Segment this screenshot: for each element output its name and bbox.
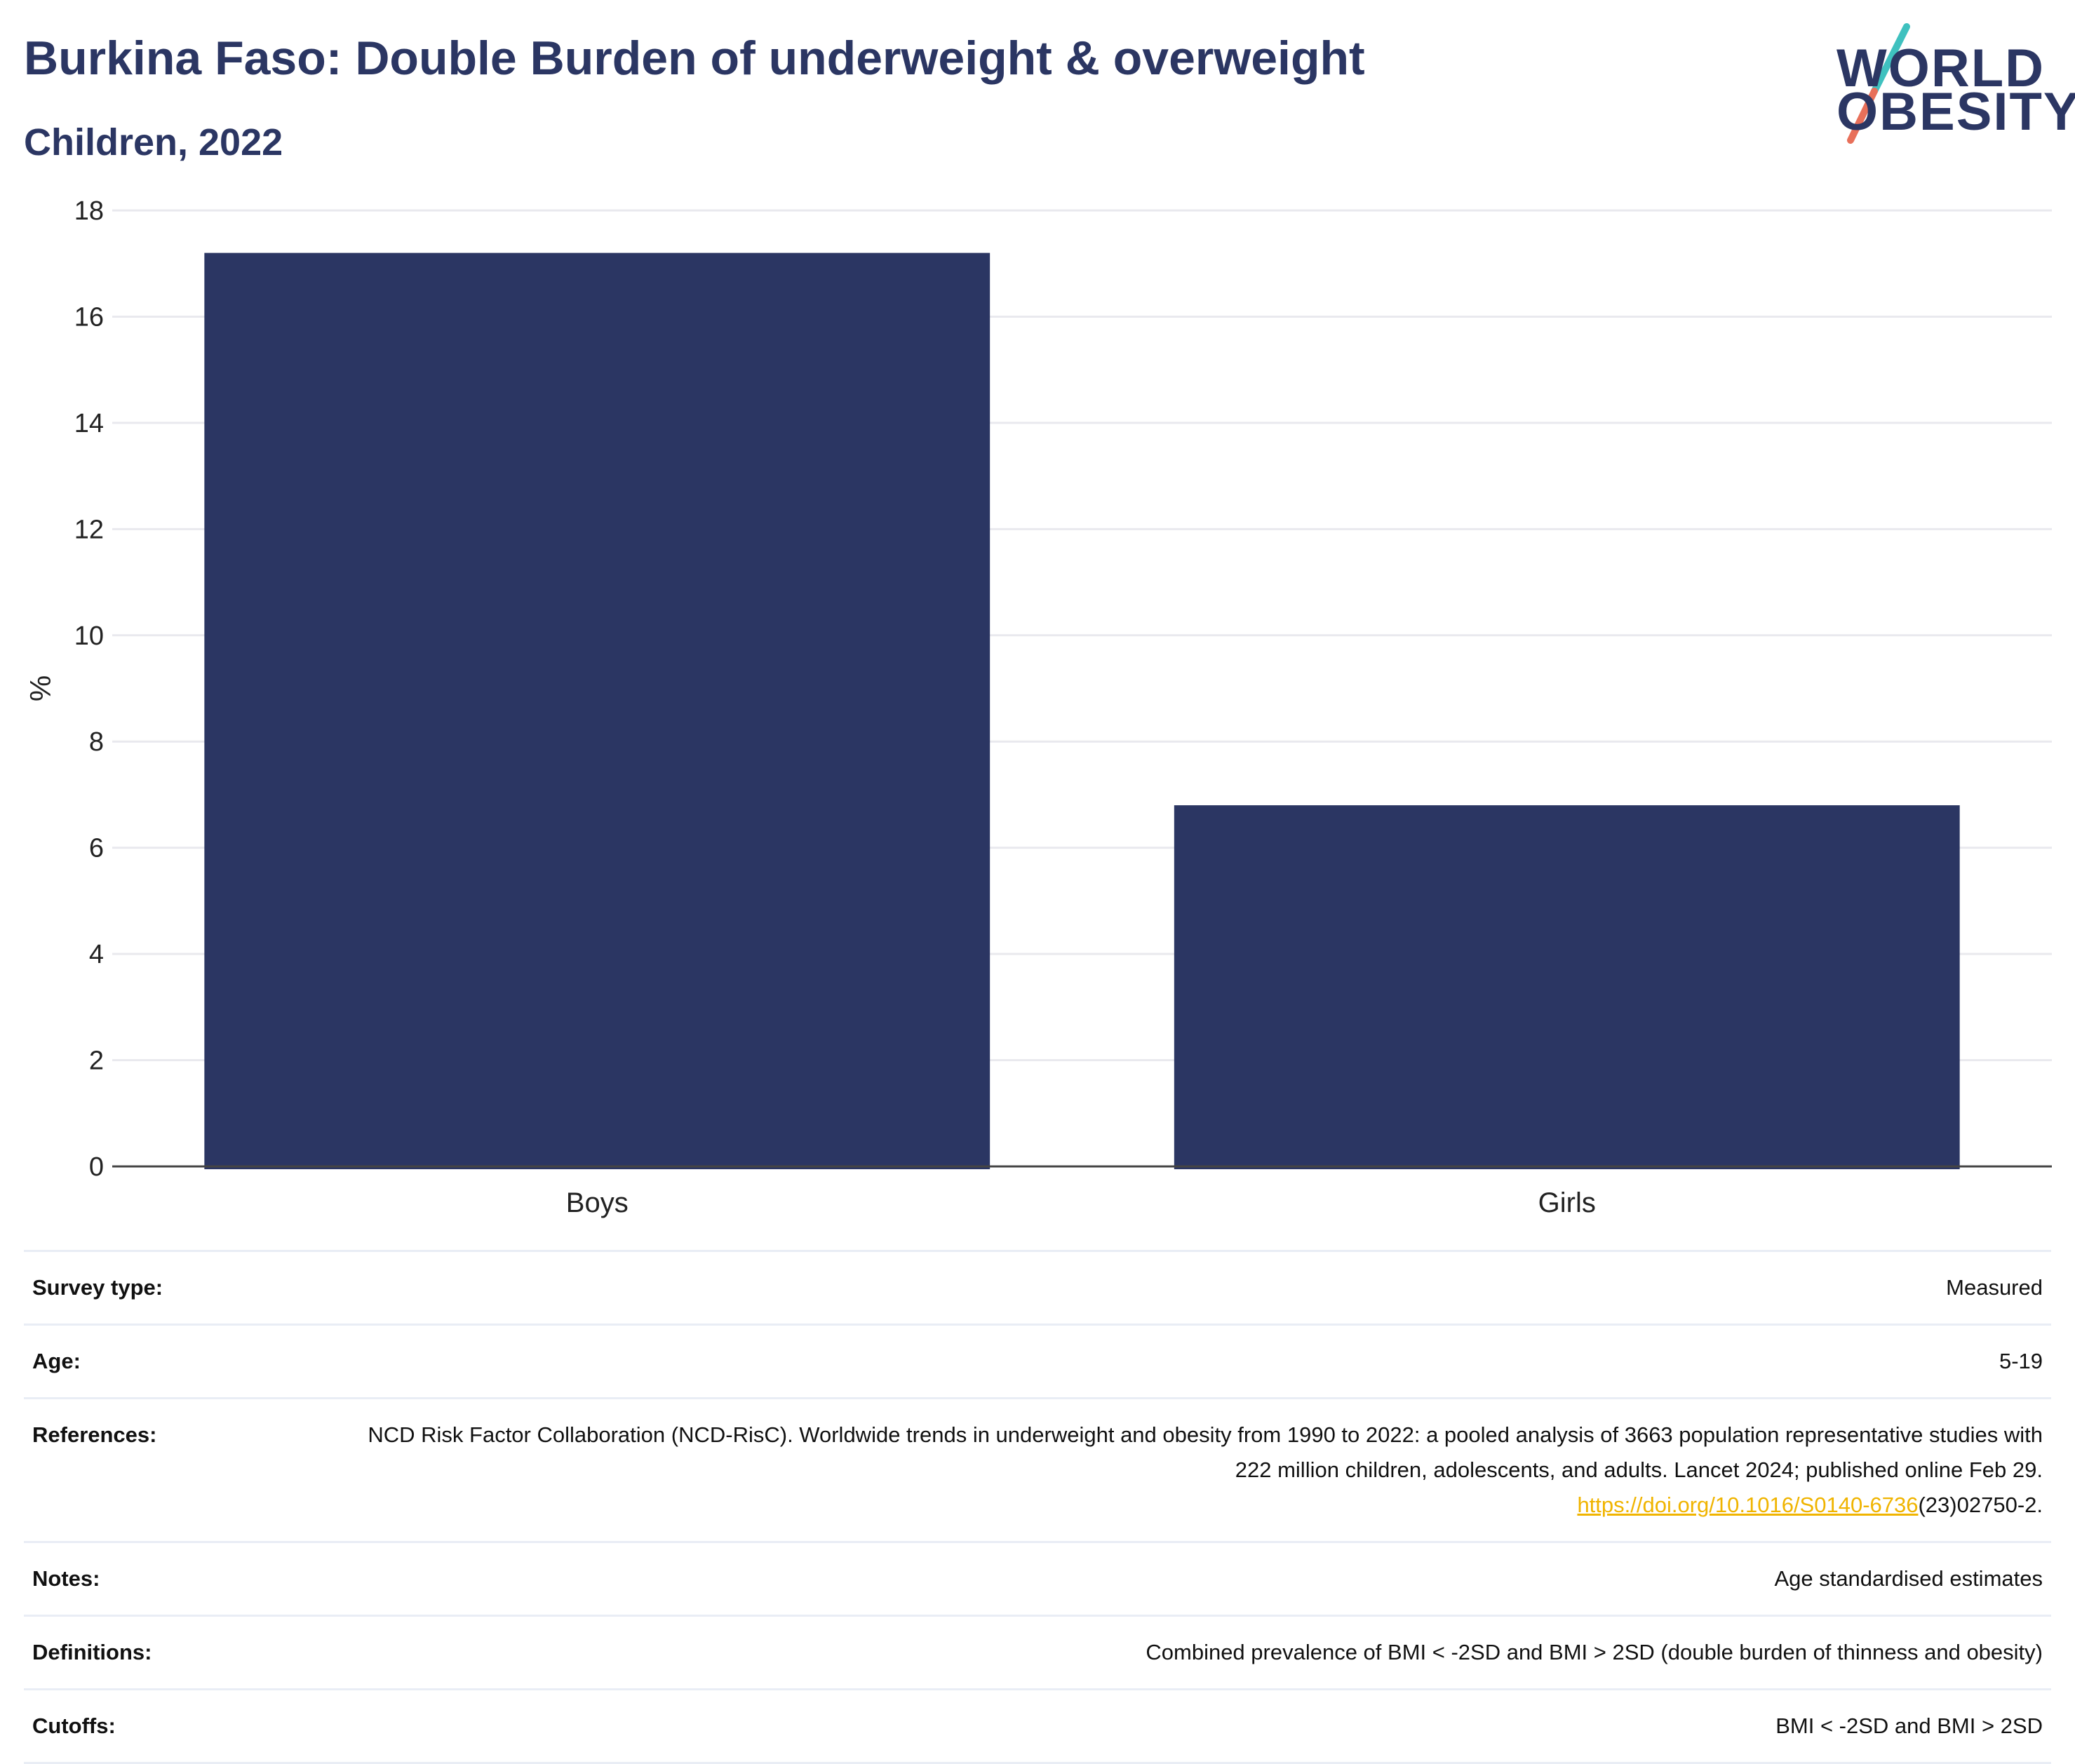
chart-title: Burkina Faso: Double Burden of underweig… — [24, 32, 1365, 85]
bar-chart: 0 2 4 6 8 10 12 14 16 18 Boys Girls% — [24, 196, 2052, 1218]
bar-girls — [1174, 805, 1960, 1169]
y-tick-label: 2 — [89, 1046, 104, 1076]
info-key: Age: — [32, 1349, 81, 1373]
y-tick-label: 16 — [74, 302, 104, 332]
info-value: BMI < -2SD and BMI > 2SD — [1775, 1713, 2043, 1738]
y-tick-label: 0 — [89, 1152, 104, 1182]
info-value: Age standardised estimates — [1774, 1566, 2043, 1591]
info-key: Survey type: — [32, 1275, 163, 1300]
info-row-cutoffs: Cutoffs: BMI < -2SD and BMI > 2SD — [24, 1689, 2051, 1763]
bar-boys — [204, 253, 991, 1169]
world-obesity-logo: WORLD OBESITY — [1824, 21, 2075, 147]
info-value: 5-19 — [1999, 1349, 2043, 1373]
info-key: Cutoffs: — [32, 1713, 116, 1738]
y-tick-label: 18 — [74, 196, 104, 226]
reference-doi-link[interactable]: https://doi.org/10.1016/S0140-6736 — [1577, 1493, 1919, 1517]
reference-doi-suffix: (23)02750-2. — [1918, 1493, 2043, 1517]
info-value-references: NCD Risk Factor Collaboration (NCD-RisC)… — [321, 1399, 2051, 1542]
logo-word-world: WORLD — [1836, 39, 2046, 98]
info-value: Combined prevalence of BMI < -2SD and BM… — [1146, 1640, 2043, 1664]
info-key: Definitions: — [32, 1640, 152, 1664]
x-category-label: Boys — [566, 1187, 629, 1218]
logo-slash-icon — [1847, 23, 1910, 144]
logo-word-obesity: OBESITY — [1836, 82, 2075, 142]
y-tick-label: 6 — [89, 834, 104, 863]
chart-subtitle: Children, 2022 — [24, 121, 283, 163]
reference-text: NCD Risk Factor Collaboration (NCD-RisC)… — [368, 1422, 2043, 1482]
y-tick-label: 12 — [74, 515, 104, 544]
info-row-age: Age: 5-19 — [24, 1324, 2051, 1399]
info-table: Survey type: Measured Age: 5-19 Referenc… — [24, 1250, 2051, 1764]
info-row-references: References: NCD Risk Factor Collaboratio… — [24, 1398, 2051, 1542]
y-tick-label: 10 — [74, 621, 104, 651]
y-tick-label: 4 — [89, 940, 104, 969]
info-value: Measured — [1946, 1275, 2043, 1300]
y-tick-label: 14 — [74, 409, 104, 438]
y-axis-title: % — [24, 675, 57, 701]
info-key: Notes: — [32, 1566, 100, 1591]
x-category-label: Girls — [1538, 1187, 1596, 1218]
info-row-survey-type: Survey type: Measured — [24, 1251, 2051, 1325]
info-row-notes: Notes: Age standardised estimates — [24, 1542, 2051, 1616]
y-tick-label: 8 — [89, 727, 104, 757]
info-key: References: — [32, 1422, 157, 1447]
info-row-definitions: Definitions: Combined prevalence of BMI … — [24, 1615, 2051, 1690]
